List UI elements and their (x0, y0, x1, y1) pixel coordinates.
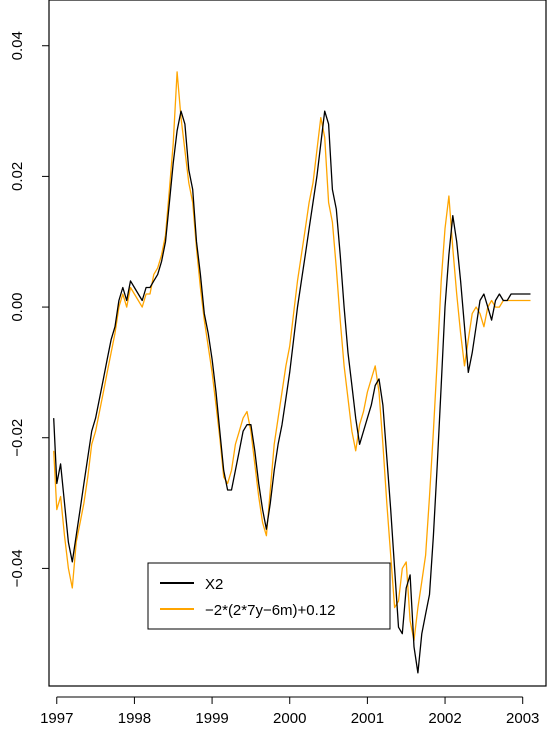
y-tick-label: 0.04 (9, 31, 26, 60)
series-layer (53, 71, 531, 674)
x-tick-label: 2001 (351, 710, 384, 727)
y-tick-label: 0.00 (9, 292, 26, 321)
legend: X2 −2*(2*7y−6m)+0.12 (147, 562, 391, 630)
x-tick-label: 1997 (40, 710, 73, 727)
x-tick-label: 1999 (195, 710, 228, 727)
legend-label-spread: −2*(2*7y−6m)+0.12 (205, 602, 336, 619)
legend-label-x2: X2 (205, 576, 223, 593)
x-tick-label: 1998 (118, 710, 151, 727)
series-line-spread (53, 71, 531, 641)
x-tick-label: 2003 (506, 710, 539, 727)
series-line-x2 (53, 110, 531, 674)
x-tick-label: 2000 (273, 710, 306, 727)
x-tick-label: 2002 (428, 710, 461, 727)
y-tick-label: −0.04 (9, 549, 26, 587)
x-axis: 1997 1998 1999 2000 2001 2002 2003 (40, 696, 539, 727)
y-axis: −0.04 −0.02 0.00 0.02 0.04 (9, 31, 49, 587)
y-tick-label: −0.02 (9, 419, 26, 457)
legend-box (147, 562, 391, 630)
y-tick-label: 0.02 (9, 162, 26, 191)
plot-box (48, 0, 547, 687)
